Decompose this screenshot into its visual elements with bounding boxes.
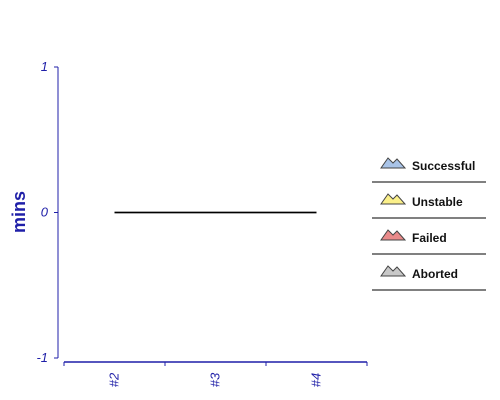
x-axis: #2 #3 #4 bbox=[63, 361, 368, 387]
y-tick-label: 0 bbox=[41, 205, 49, 220]
x-tick-label: #2 bbox=[107, 372, 122, 387]
legend: Successful Unstable Failed Aborted bbox=[372, 157, 486, 291]
legend-item-successful: Successful bbox=[372, 157, 486, 183]
legend-swatch-successful-icon bbox=[380, 157, 407, 169]
legend-label: Successful bbox=[412, 159, 475, 173]
y-tick-label: -1 bbox=[36, 350, 48, 365]
legend-label: Aborted bbox=[412, 267, 458, 281]
y-axis-title: mins bbox=[9, 191, 29, 233]
legend-swatch-failed-icon bbox=[380, 229, 407, 241]
legend-label: Unstable bbox=[412, 195, 463, 209]
legend-swatch-aborted-icon bbox=[380, 265, 407, 277]
x-tick-label: #3 bbox=[208, 372, 223, 387]
y-tick-label: 1 bbox=[41, 59, 48, 74]
legend-swatch-unstable-icon bbox=[380, 193, 407, 205]
legend-item-failed: Failed bbox=[372, 229, 486, 255]
legend-label: Failed bbox=[412, 231, 447, 245]
x-tick-label: #4 bbox=[309, 373, 324, 387]
legend-item-aborted: Aborted bbox=[372, 265, 486, 291]
legend-item-unstable: Unstable bbox=[372, 193, 486, 219]
y-axis: 1 0 -1 bbox=[36, 59, 59, 365]
